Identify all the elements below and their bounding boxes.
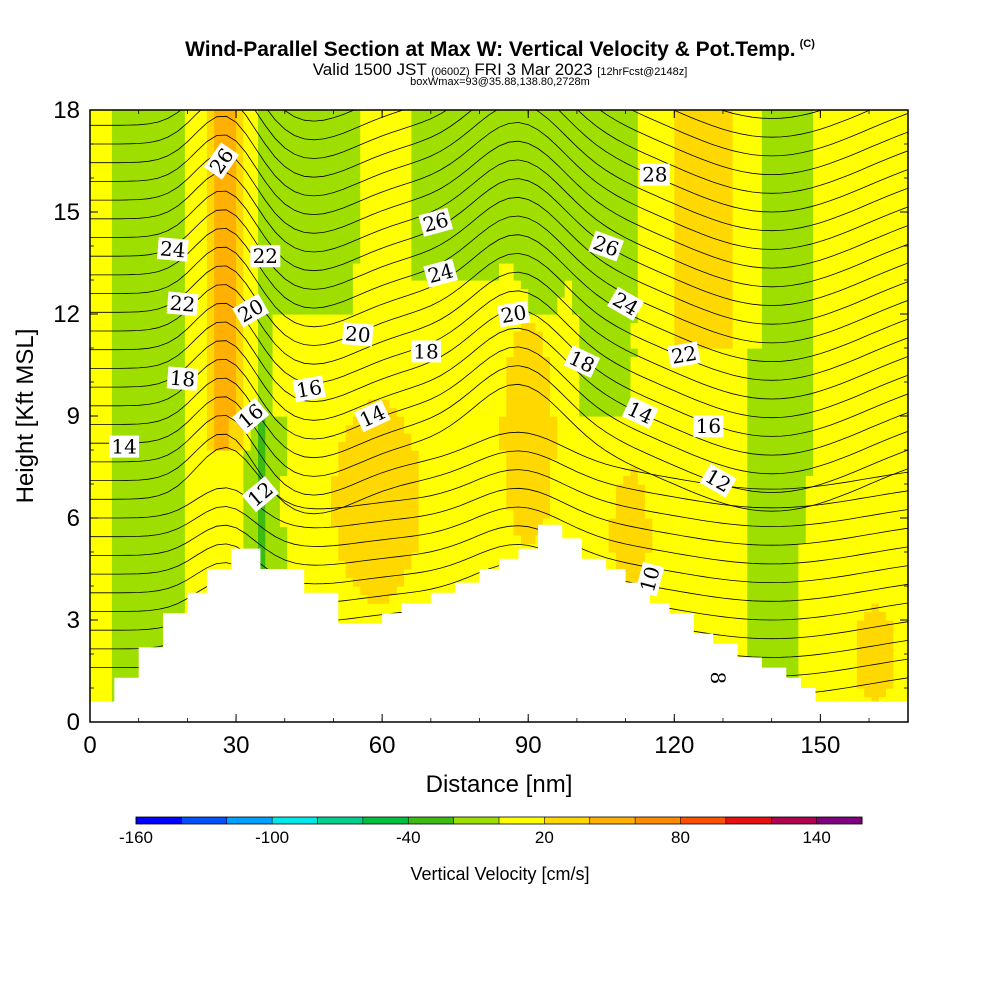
axes: 0 30 60 90 120 150 0 3 6 9 12 15 18 Distance [nm] Heig… <box>12 97 908 798</box>
contour-label: 22 <box>250 244 281 268</box>
colorbar-swatch <box>136 817 182 824</box>
colorbar-swatch <box>680 817 727 824</box>
colorbar-swatch <box>771 817 818 824</box>
colorbar-tick-label: 140 <box>802 828 830 847</box>
forecast-info: [12hrFcst@2148z] <box>597 66 688 78</box>
colorbar: -160 -100 -40 20 80 140 Vertical Velocity [cm/… <box>119 816 863 884</box>
copyright-mark: (C) <box>799 38 815 50</box>
x-tick-label: 90 <box>515 732 542 759</box>
colorbar-tick-label: -40 <box>396 828 421 847</box>
x-tick-label: 120 <box>654 732 694 759</box>
contour-label: 20 <box>496 300 531 328</box>
colorbar-swatch <box>226 817 273 824</box>
terrain <box>90 524 908 722</box>
contour-label: 20 <box>341 321 374 347</box>
box-info: boxWmax=93@35.88,138.80,2728m <box>410 76 590 88</box>
contour-label: 22 <box>667 341 701 369</box>
y-tick-label: 18 <box>53 97 80 124</box>
valid-utc: (0600Z) <box>431 66 470 78</box>
y-tick-label: 9 <box>67 403 80 430</box>
colorbar-swatch <box>635 817 681 824</box>
x-tick-label: 30 <box>223 732 250 759</box>
y-tick-label: 3 <box>67 607 80 634</box>
colorbar-swatch <box>408 817 455 824</box>
y-tick-label: 0 <box>67 709 80 736</box>
contour-label: 24 <box>423 258 458 288</box>
y-tick-label: 12 <box>53 301 80 328</box>
contour-label: 14 <box>109 435 140 459</box>
colorbar-tick-label: -100 <box>255 828 289 847</box>
chart-title: Wind-Parallel Section at Max W: Vertical… <box>0 38 1000 62</box>
colorbar-swatch <box>499 817 545 824</box>
contour-label: 16 <box>693 414 724 438</box>
colorbar-swatch <box>725 817 772 824</box>
y-tick-label: 6 <box>67 505 80 532</box>
colorbar-swatch <box>362 817 409 824</box>
contour-label: 18 <box>411 339 441 363</box>
colorbar-tick-label: -160 <box>119 828 153 847</box>
colorbar-swatch <box>317 817 364 824</box>
x-tick-label: 150 <box>800 732 840 759</box>
colorbar-swatch <box>453 817 500 824</box>
colorbar-label: Vertical Velocity [cm/s] <box>410 864 589 884</box>
contour-label: 26 <box>418 207 454 237</box>
contour-label: 18 <box>166 366 199 392</box>
y-axis-label: Height [Kft MSL] <box>12 329 39 504</box>
x-axis-label: Distance [nm] <box>426 771 573 798</box>
contour-label: 16 <box>292 375 326 403</box>
colorbar-tick-label: 20 <box>535 828 554 847</box>
contour-label: 28 <box>639 163 670 187</box>
colorbar-swatch <box>589 817 636 824</box>
colorbar-swatch <box>272 817 318 824</box>
chart-subtitle: Valid 1500 JST (0600Z) FRI 3 Mar 2023 [1… <box>0 60 1000 80</box>
valid-date: FRI 3 Mar 2023 <box>474 60 593 79</box>
x-tick-label: 60 <box>369 732 396 759</box>
colorbar-tick-label: 80 <box>671 828 690 847</box>
contour-label: 24 <box>156 236 189 262</box>
colorbar-swatch <box>544 817 591 824</box>
contour-label: 22 <box>166 291 199 317</box>
title-text: Wind-Parallel Section at Max W: Vertical… <box>185 38 796 61</box>
x-tick-label: 0 <box>83 732 96 759</box>
colorbar-swatch <box>181 817 228 824</box>
y-tick-label: 15 <box>53 199 80 226</box>
contour-label: 8 <box>706 668 730 688</box>
valid-time: Valid 1500 JST <box>312 60 427 79</box>
colorbar-swatch <box>816 817 863 824</box>
